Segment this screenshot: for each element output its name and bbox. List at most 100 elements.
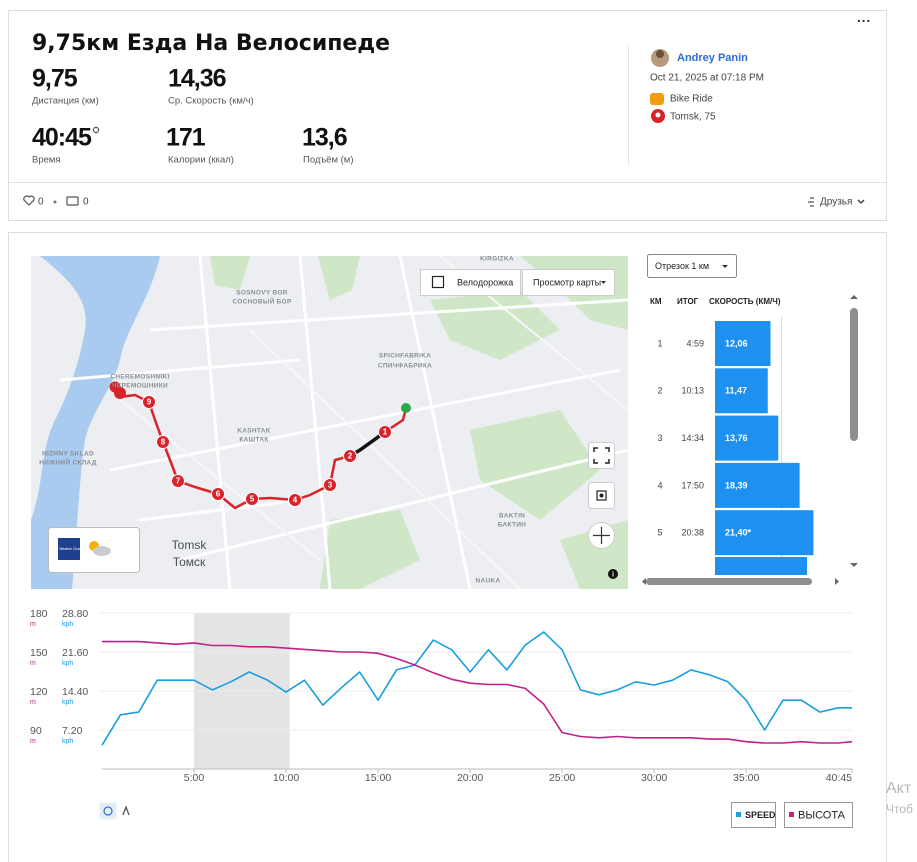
sport-type: Bike Ride <box>670 94 713 105</box>
kudos-icon[interactable] <box>23 195 35 206</box>
kudos-count[interactable]: 0 <box>38 197 44 208</box>
km-marker <box>288 493 302 507</box>
vertical-scrollbar[interactable] <box>850 308 858 441</box>
x-tick-label: 35:00 <box>733 772 759 784</box>
km-marker-label: 8 <box>161 438 166 447</box>
comment-icon[interactable] <box>66 196 79 206</box>
separator-dot <box>53 200 57 204</box>
stat-value: 9,75 <box>32 65 78 93</box>
activity-card <box>8 10 887 221</box>
y-tick-label: 150 <box>30 647 48 659</box>
km-marker-label: 5 <box>250 495 255 504</box>
stat-value: 13,6 <box>302 124 347 152</box>
horizontal-scrollbar[interactable] <box>646 578 812 585</box>
place-label: KASHTAK <box>237 428 270 435</box>
column-header: СКОРОСТЬ (КМ/Ч) <box>709 297 781 306</box>
km-marker <box>156 435 170 449</box>
weather-logo <box>58 538 80 560</box>
split-km: 1 <box>657 338 662 348</box>
menu-button[interactable]: ··· <box>857 13 871 29</box>
place-label: ЧЕРЕМОШНИКИ <box>112 383 168 390</box>
split-speed: 13,76 <box>725 433 748 443</box>
distance-axis-toggle[interactable] <box>122 805 130 816</box>
split-speed: 11,47 <box>725 386 747 396</box>
legend-item[interactable] <box>784 802 853 828</box>
y-unit: m <box>30 660 36 667</box>
km-markers: 1 2 3 4 5 6 7 8 9 <box>142 395 392 507</box>
stat-value: 40:45 <box>32 124 92 152</box>
legend-swatch <box>736 812 741 817</box>
y-unit: m <box>30 621 36 628</box>
km-marker-label: 2 <box>348 452 353 461</box>
split-speed: 12,06 <box>725 338 748 348</box>
series-line <box>101 631 852 746</box>
split-km: 5 <box>657 528 662 538</box>
split-bar <box>715 462 800 508</box>
split-total: 4:59 <box>686 338 704 348</box>
km-marker-label: 4 <box>293 496 298 505</box>
x-tick-label: 10:00 <box>273 772 299 784</box>
km-marker <box>378 425 392 439</box>
legend-label[interactable]: SPEED <box>745 810 776 820</box>
watermark: Акт <box>886 780 912 797</box>
weather-icon-cloud <box>93 546 111 556</box>
km-marker-label: 7 <box>176 477 181 486</box>
split-total: 10:13 <box>681 386 704 396</box>
splits-table: 1 4:59 12,06 2 10:13 11,47 3 14:34 13,76 4 17:50 18… <box>657 321 814 556</box>
km-marker <box>114 387 126 399</box>
x-tick-label: 20:00 <box>457 772 483 784</box>
info-icon[interactable] <box>92 126 100 134</box>
y2-tick-label: 14.40 <box>62 686 88 698</box>
checkbox[interactable] <box>431 275 445 289</box>
start-marker <box>401 403 411 413</box>
stat-label: Ср. Скорость (км/ч) <box>168 96 254 107</box>
split-selector[interactable] <box>647 254 737 278</box>
bike-lanes-label[interactable]: Велодорожка <box>457 277 513 287</box>
split-bar <box>715 321 771 366</box>
focus-icon <box>596 490 607 501</box>
time-axis-toggle[interactable] <box>99 802 117 820</box>
stat-label: Дистанция (км) <box>32 96 99 107</box>
chevron <box>857 199 865 204</box>
fullscreen-icon <box>593 447 610 464</box>
series-line <box>102 640 853 744</box>
split-total: 17:50 <box>681 480 704 490</box>
x-tick-label: 40:45 <box>826 772 852 784</box>
activity-date: Oct 21, 2025 at 07:18 PM <box>650 73 764 84</box>
x-tick-label: 30:00 <box>641 772 667 784</box>
split-speed: 21,40* <box>725 528 752 538</box>
stat-label: Подъём (м) <box>303 155 354 166</box>
y2-tick-label: 7.20 <box>62 725 83 737</box>
info-button[interactable] <box>608 569 618 579</box>
athlete-name[interactable]: Andrey Panin <box>677 52 748 64</box>
km-marker <box>142 395 156 409</box>
split-total: 14:34 <box>681 433 704 443</box>
fullscreen-button[interactable] <box>588 442 615 469</box>
split-bar <box>715 368 768 414</box>
place-label: SPICHFABRIKA <box>379 353 431 360</box>
km-marker-label: 6 <box>216 490 221 499</box>
legend-label[interactable]: ВЫСОТА <box>798 809 846 821</box>
info-icon: i <box>612 571 614 578</box>
y2-tick-label: 21.60 <box>62 647 88 659</box>
column-header: КМ <box>650 297 662 306</box>
map: KIRGIZKA SOSNOVY BOR СОСНОВЫЙ БОР SPICHF… <box>31 255 629 590</box>
y2-unit: kph <box>62 699 73 706</box>
split-selector-label[interactable]: Отрезок 1 км <box>655 261 709 271</box>
km-marker-label: 9 <box>147 398 152 407</box>
weather-provider: The Weather Channel <box>52 547 85 551</box>
comment-count[interactable]: 0 <box>83 197 89 208</box>
km-marker <box>343 449 357 463</box>
map-view-label[interactable]: Просмотр карты <box>533 277 601 287</box>
y2-unit: kph <box>62 738 73 745</box>
split-bar <box>715 415 779 461</box>
split-km: 2 <box>657 386 662 396</box>
watermark: Чтоб <box>886 802 913 816</box>
place-label: NIZHNY SKLAD <box>42 451 94 458</box>
place-label: БАКТИН <box>498 522 526 529</box>
visibility[interactable]: Друзья <box>820 197 852 208</box>
city-label: Tomsk <box>172 538 208 552</box>
map-view-button[interactable] <box>522 269 615 296</box>
